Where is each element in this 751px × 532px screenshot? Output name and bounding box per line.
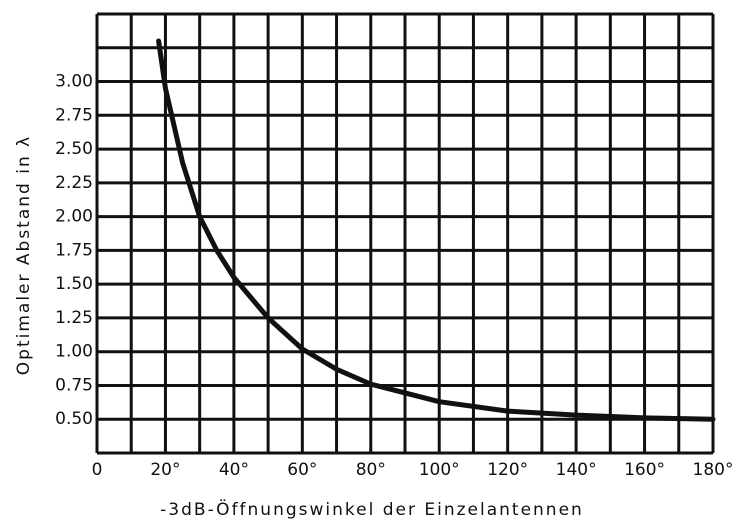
x-tick-label: 120° (487, 460, 528, 480)
y-tick-label: 2.50 (55, 139, 93, 159)
y-tick-label: 3.00 (55, 72, 93, 92)
x-tick-label: 40° (219, 460, 249, 480)
y-tick-label: 1.00 (55, 342, 93, 362)
y-tick-label: 1.75 (55, 240, 93, 260)
y-tick-label: 0.50 (55, 409, 93, 429)
y-tick-label: 0.75 (55, 375, 93, 395)
y-tick-label: 1.25 (55, 308, 93, 328)
x-tick-label: 160° (624, 460, 665, 480)
y-axis-label: Optimaler Abstand in λ (14, 135, 34, 375)
data-line (156, 38, 716, 422)
x-tick-label: 60° (287, 460, 317, 480)
x-tick-label: 20° (150, 460, 180, 480)
y-tick-label: 1.50 (55, 274, 93, 294)
x-tick-label: 100° (419, 460, 460, 480)
x-axis-label: -3dB-Öffnungswinkel der Einzelantennen (160, 498, 584, 520)
y-tick-label: 2.75 (55, 105, 93, 125)
y-tick-label: 2.25 (55, 173, 93, 193)
x-tick-label: 80° (356, 460, 386, 480)
x-tick-label: 140° (556, 460, 597, 480)
y-tick-label: 2.00 (55, 207, 93, 227)
x-tick-label: 180° (693, 460, 734, 480)
x-tick-label: 0 (92, 460, 103, 480)
